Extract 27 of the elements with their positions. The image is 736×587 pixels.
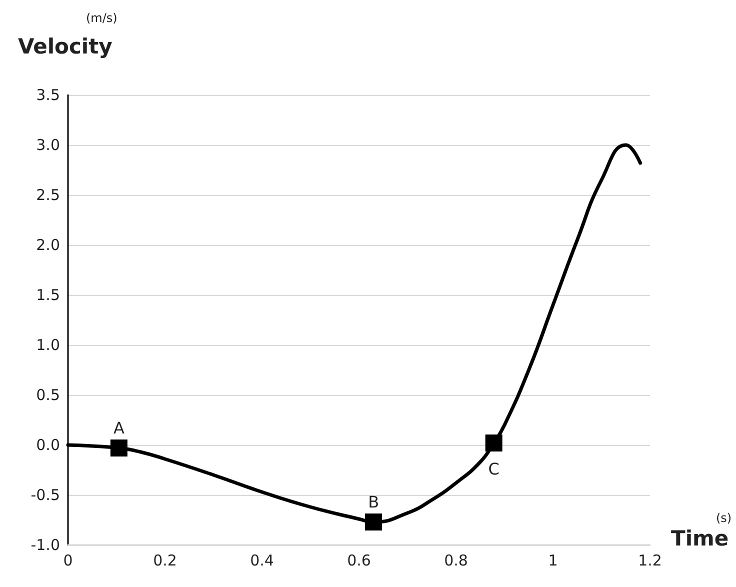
text: (s): [716, 511, 732, 525]
text: (m/s): [86, 11, 118, 25]
point: [365, 514, 382, 530]
y-tick-label: 2.0: [36, 236, 60, 254]
point: [110, 440, 128, 456]
x-tick-label: 0: [63, 552, 73, 570]
y-tick-label: 1.5: [36, 286, 60, 304]
x-tick-label: 0.6: [347, 552, 371, 570]
y-tick-label: 0.0: [36, 436, 60, 454]
x-tick-label: 0.2: [153, 552, 177, 570]
y-tick-label: 1.0: [36, 336, 60, 354]
annotation: C: [488, 460, 500, 478]
annotation: B: [368, 492, 380, 512]
x-tick-label: 1: [548, 552, 558, 570]
y-tick-label: -0.5: [30, 486, 60, 504]
x-tick-label: 0.4: [250, 552, 274, 570]
x-axis-title: Time: [671, 526, 729, 550]
y-axis-title: Velocity: [18, 34, 113, 58]
annotation: A: [113, 418, 124, 438]
x-tick-label: 1.2: [638, 552, 662, 570]
y-tick-label: 2.5: [36, 186, 60, 204]
point: [485, 434, 502, 452]
y-tick-label: 3.0: [36, 136, 60, 154]
y-tick-label: -1.0: [30, 536, 60, 554]
y-tick-label: 3.5: [36, 86, 60, 104]
x-tick-label: 0.8: [444, 552, 468, 570]
y-tick-label: 0.5: [36, 386, 60, 404]
